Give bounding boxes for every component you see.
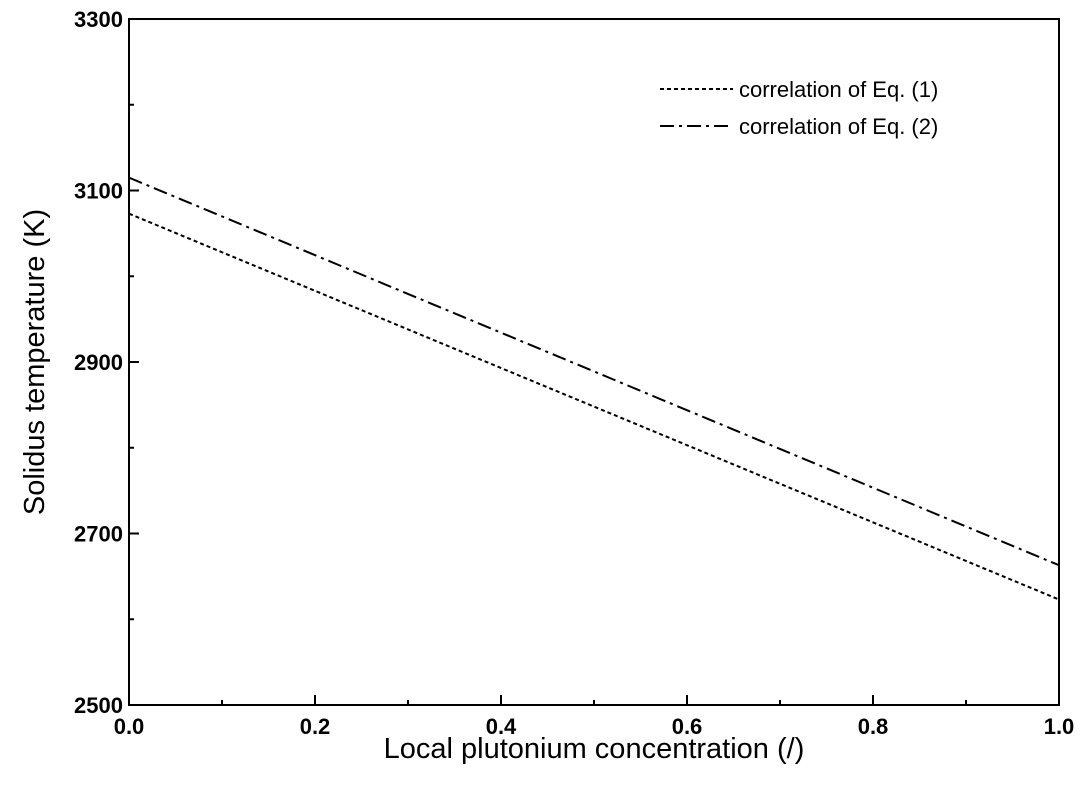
x-tick-label: 0.8 — [858, 714, 889, 739]
y-tick-label: 2700 — [74, 522, 123, 547]
x-tick-label: 1.0 — [1044, 714, 1075, 739]
legend-label-eq2: correlation of Eq. (2) — [739, 114, 938, 139]
y-tick-label: 3100 — [74, 179, 123, 204]
y-axis-title: Solidus temperature (K) — [19, 209, 51, 515]
legend: correlation of Eq. (1) correlation of Eq.… — [660, 77, 938, 139]
y-tick-label: 2500 — [74, 693, 123, 718]
x-tick-label: 0.6 — [672, 714, 703, 739]
series-line-eq1 — [128, 212, 1060, 601]
axis-ticks: 0.0 0.2 0.4 0.6 0.8 1.0 2500 2700 2900 3100 3300 — [74, 7, 1074, 739]
y-tick-label: 3300 — [74, 7, 123, 32]
legend-label-eq1: correlation of Eq. (1) — [739, 77, 938, 102]
y-tick-label: 2900 — [74, 350, 123, 375]
x-axis-title: Local plutonium concentration (/) — [384, 733, 805, 765]
series-layer — [128, 176, 1060, 601]
x-tick-label: 0.0 — [114, 714, 145, 739]
x-tick-label: 0.2 — [300, 714, 331, 739]
series-line-eq2 — [128, 176, 1060, 567]
x-tick-label: 0.4 — [486, 714, 517, 739]
